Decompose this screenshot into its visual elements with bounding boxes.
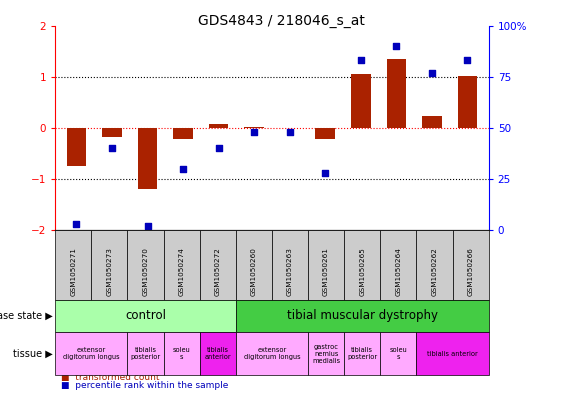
Text: disease state ▶: disease state ▶	[0, 311, 52, 321]
Point	[214, 145, 223, 151]
Bar	[138, 128, 157, 189]
Text: GSM1050274: GSM1050274	[178, 247, 185, 296]
Bar	[351, 74, 370, 128]
Point	[143, 223, 152, 229]
Point	[285, 129, 294, 135]
Point	[249, 129, 258, 135]
Bar	[315, 128, 335, 139]
Point	[108, 145, 117, 151]
Text: extensor
digitorum longus: extensor digitorum longus	[244, 347, 300, 360]
Point	[392, 43, 401, 49]
Text: tibial muscular dystrophy: tibial muscular dystrophy	[287, 309, 438, 323]
Text: tibialis
posterior: tibialis posterior	[347, 347, 377, 360]
Point	[321, 169, 330, 176]
Text: GSM1050272: GSM1050272	[215, 247, 221, 296]
Text: GSM1050266: GSM1050266	[468, 247, 473, 296]
Text: tibialis anterior: tibialis anterior	[427, 351, 478, 357]
Text: extensor
digitorum longus: extensor digitorum longus	[63, 347, 119, 360]
Text: GSM1050270: GSM1050270	[142, 247, 149, 296]
Bar	[422, 116, 441, 128]
Bar	[209, 124, 229, 128]
Text: gastroc
nemius
medialis: gastroc nemius medialis	[312, 344, 340, 364]
Text: GSM1050263: GSM1050263	[287, 247, 293, 296]
Bar	[387, 59, 406, 128]
Bar	[173, 128, 193, 139]
Text: tibialis
anterior: tibialis anterior	[204, 347, 231, 360]
Text: GSM1050261: GSM1050261	[323, 247, 329, 296]
Bar	[67, 128, 86, 166]
Text: GSM1050273: GSM1050273	[106, 247, 113, 296]
Text: GSM1050271: GSM1050271	[70, 247, 76, 296]
Text: control: control	[125, 309, 166, 323]
Point	[463, 57, 472, 63]
Bar	[458, 75, 477, 128]
Text: soleu
s: soleu s	[390, 347, 407, 360]
Bar	[244, 127, 264, 128]
Text: GSM1050262: GSM1050262	[431, 247, 437, 296]
Bar	[102, 128, 122, 137]
Text: tibialis
posterior: tibialis posterior	[131, 347, 160, 360]
Text: GSM1050265: GSM1050265	[359, 247, 365, 296]
Text: GDS4843 / 218046_s_at: GDS4843 / 218046_s_at	[198, 14, 365, 28]
Text: ■  percentile rank within the sample: ■ percentile rank within the sample	[61, 381, 228, 390]
Text: ■  transformed count: ■ transformed count	[61, 373, 159, 382]
Point	[356, 57, 365, 63]
Point	[427, 70, 436, 76]
Point	[178, 165, 187, 172]
Point	[72, 220, 81, 227]
Text: soleu
s: soleu s	[173, 347, 190, 360]
Text: GSM1050264: GSM1050264	[395, 247, 401, 296]
Text: tissue ▶: tissue ▶	[12, 349, 52, 359]
Text: GSM1050260: GSM1050260	[251, 247, 257, 296]
